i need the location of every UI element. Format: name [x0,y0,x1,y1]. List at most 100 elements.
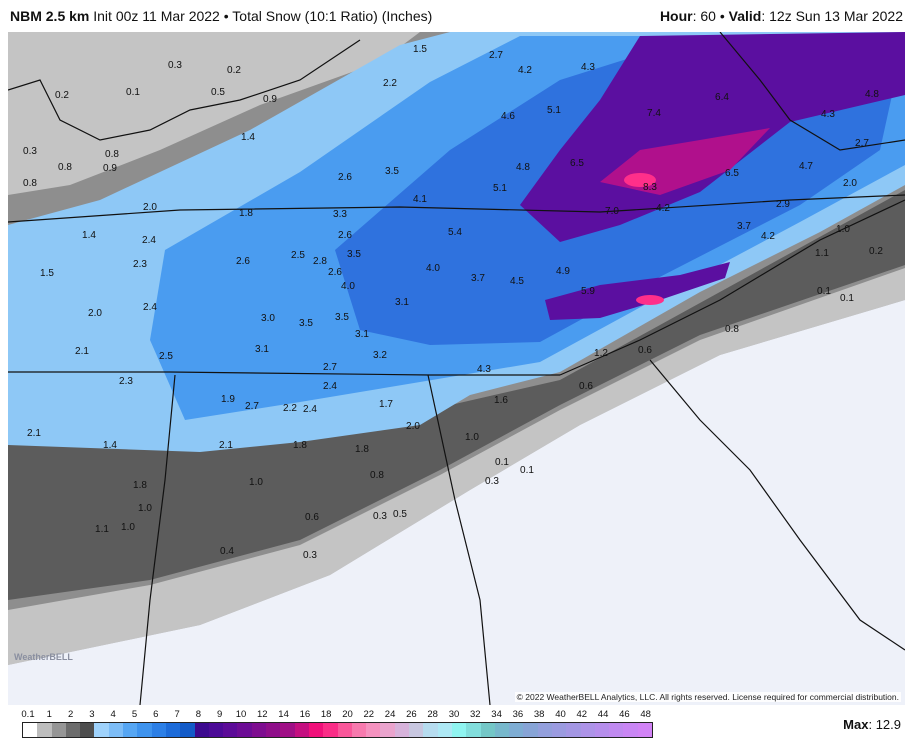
snow-amount-label: 3.3 [333,209,347,220]
legend-color-bar [22,722,653,738]
snow-amount-label: 4.2 [761,231,775,242]
legend-tick-label: 42 [576,709,588,720]
snow-amount-label: 2.8 [313,256,327,267]
snow-amount-label: 1.0 [121,522,135,533]
legend-swatch [180,723,195,737]
snow-amount-label: 0.6 [305,512,319,523]
legend-tick-label: 6 [153,709,159,720]
legend-swatch [423,723,438,737]
snow-amount-label: 0.8 [23,178,37,189]
snow-amount-label: 2.2 [283,403,297,414]
legend-swatch [580,723,595,737]
snow-amount-label: 7.0 [605,206,619,217]
snow-amount-label: 3.5 [385,166,399,177]
snow-amount-label: 1.2 [594,348,608,359]
northern-border [8,39,361,141]
legend-tick-label: 22 [363,709,375,720]
bullet: • [719,8,725,24]
ky-tn-border [8,194,905,223]
snow-amount-label: 2.9 [776,199,790,210]
legend-tick-label: 36 [512,709,524,720]
snow-amount-label: 2.5 [291,250,305,261]
state-borders [8,32,905,705]
ky-east-border [719,32,905,151]
legend-tick-label: 34 [491,709,502,720]
legend-swatch [623,723,638,737]
snow-amount-label: 6.4 [715,92,729,103]
tn-nc-border [559,199,905,376]
snow-amount-label: 0.8 [58,162,72,173]
snow-amount-label: 3.1 [355,329,369,340]
legend-tick-label: 8 [195,709,202,720]
snow-amount-label: 5.1 [547,105,561,116]
snow-amount-label: 1.0 [138,503,152,514]
legend-swatch [437,723,452,737]
legend-tick-label: 48 [640,709,651,720]
product-name: Total Snow (10:1 Ratio) (Inches) [232,8,433,24]
legend-swatch [137,723,152,737]
legend-tick-label: 46 [619,709,630,720]
snow-amount-label: 0.8 [370,470,384,481]
snow-amount-label: 1.8 [293,440,307,451]
legend-tick-label: 0.1 [21,709,35,720]
snow-amount-label: 2.7 [489,50,503,61]
max-value: Max: 12.9 [843,717,901,732]
legend-tick-label: 2 [67,709,74,720]
ga-sc-border [649,359,905,651]
legend-tick-label: 24 [384,709,396,720]
snow-amount-label: 1.0 [836,224,850,235]
legend-swatch [409,723,424,737]
snow-amount-label: 2.7 [855,138,869,149]
snow-amount-label: 0.3 [168,60,182,71]
snow-amount-label: 1.6 [494,395,508,406]
snow-amount-label: 2.0 [843,178,857,189]
snow-amount-label: 4.3 [477,364,491,375]
hour-label: Hour [659,8,693,24]
legend-swatch [351,723,367,737]
snow-amount-label: 3.2 [373,350,387,361]
max-label: Max [843,717,869,732]
snow-amount-label: 5.9 [581,286,595,297]
legend-swatch [523,723,538,737]
legend-swatch [466,723,481,737]
legend-swatch [94,723,109,737]
snow-amount-label: 0.2 [869,246,883,257]
snow-amount-label: 0.4 [220,546,234,557]
legend-swatch [151,723,166,737]
snow-amount-label: 1.9 [221,394,235,405]
snow-amount-label: 2.1 [27,428,41,439]
snow-amount-label: 2.4 [142,235,156,246]
legend-swatch [51,723,66,737]
purple-region [520,32,905,242]
snow-amount-label: 4.3 [821,109,835,120]
snow-amount-label: 1.0 [249,477,263,488]
legend-tick-label: 30 [448,709,460,720]
legend-swatch [451,723,467,737]
snow-amount-label: 4.6 [501,111,515,122]
legend-tick-label: 18 [320,709,332,720]
legend-swatch [366,723,381,737]
legend-swatch [337,723,352,737]
snow-amount-label: 2.2 [383,78,397,89]
snow-amount-label: 4.2 [518,65,532,76]
snow-amount-label: 0.1 [126,87,140,98]
snow-amount-label: 3.5 [299,318,313,329]
snow-amount-label: 2.7 [245,401,259,412]
legend-swatch [251,723,267,737]
copyright-notice: © 2022 WeatherBELL Analytics, LLC. All r… [514,692,901,702]
snow-amount-label: 4.5 [510,276,524,287]
snow-amount-label: 1.8 [355,444,369,455]
legend-swatch [280,723,295,737]
bullet: • [223,8,229,24]
legend-swatch [494,723,510,737]
snow-amount-label: 2.1 [219,440,233,451]
snow-amount-label: 0.9 [263,94,277,105]
legend-swatch [266,723,281,737]
legend-tick-label: 44 [597,709,609,720]
legend-tick-label: 38 [533,709,545,720]
legend-swatch [80,723,95,737]
weatherbell-watermark: WeatherBELL [14,652,73,662]
legend-tick-label: 1 [46,709,52,720]
snow-amount-label: 3.1 [395,297,409,308]
snow-amount-label: 0.8 [725,324,739,335]
